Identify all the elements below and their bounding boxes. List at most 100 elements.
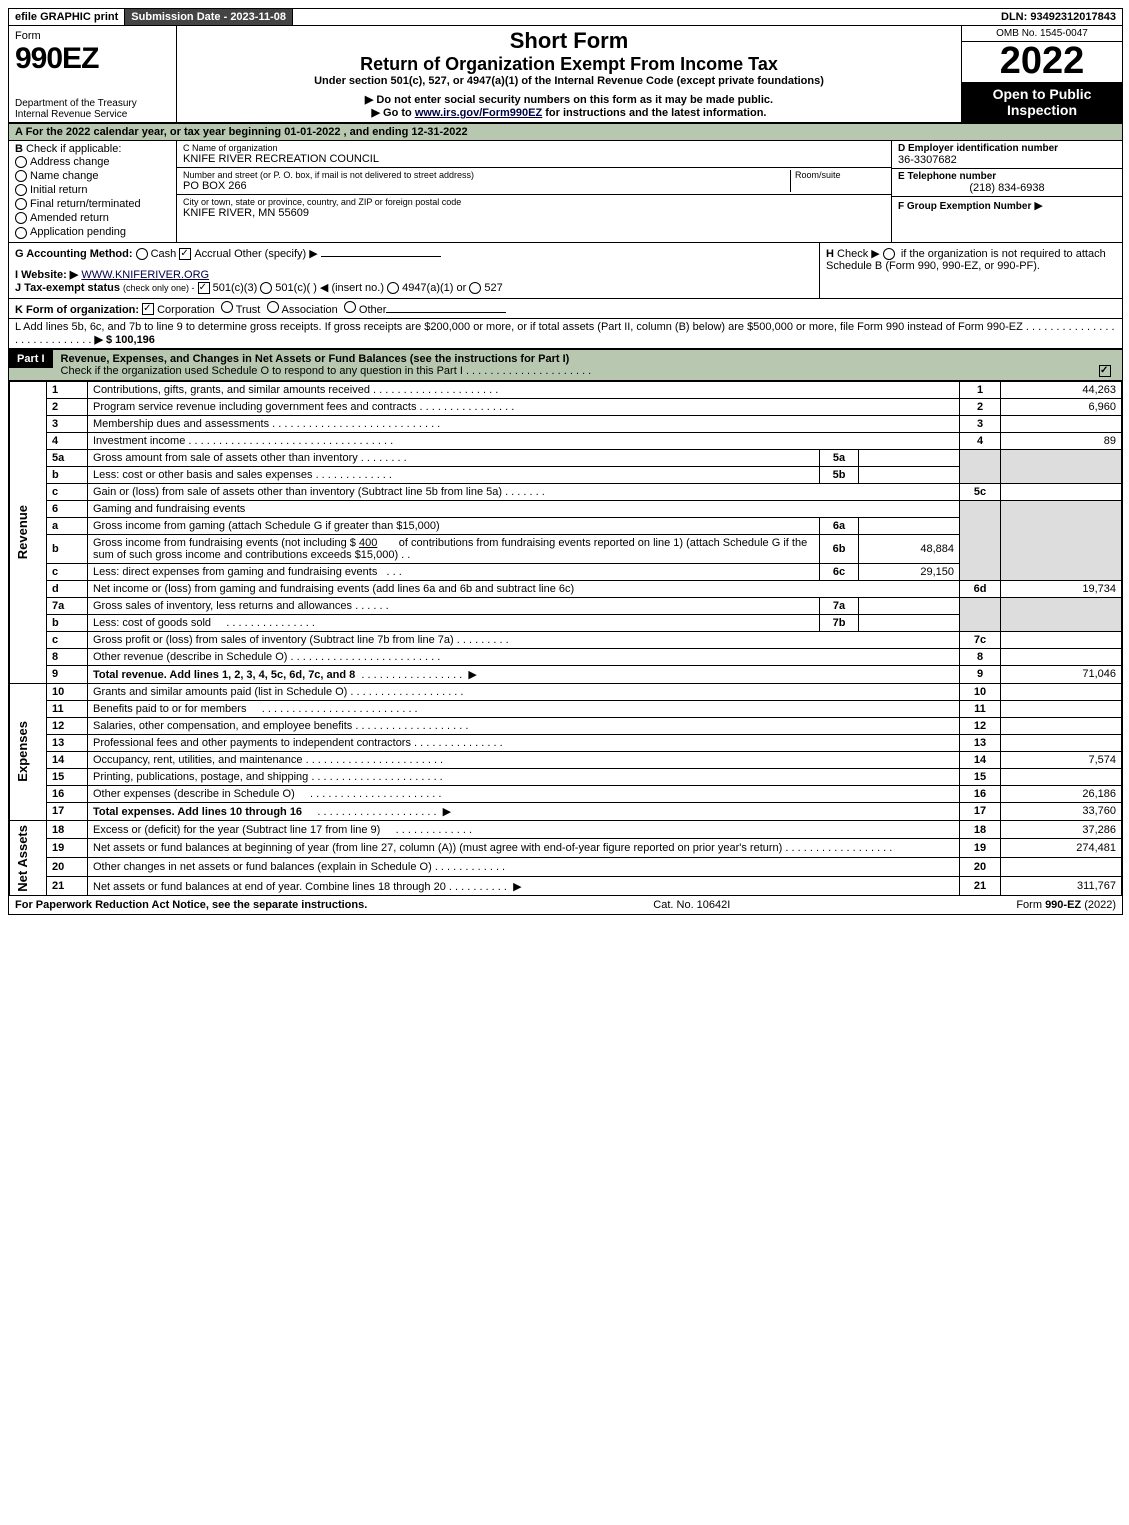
e-phone-label: E Telephone number	[898, 171, 1116, 182]
chk-501c[interactable]	[260, 282, 272, 294]
chk-initial-return[interactable]	[15, 184, 27, 196]
c-name-label: C Name of organization	[183, 143, 885, 153]
chk-address-change[interactable]	[15, 156, 27, 168]
chk-application-pending[interactable]	[15, 227, 27, 239]
c-street-label: Number and street (or P. O. box, if mail…	[183, 170, 790, 180]
chk-association[interactable]	[267, 301, 279, 313]
amt-1: 44,263	[1001, 381, 1122, 398]
ln-6a: a	[47, 517, 88, 534]
section-g: G Accounting Method: Cash Accrual Other …	[15, 247, 813, 260]
form-title-sub: Return of Organization Exempt From Incom…	[185, 54, 953, 75]
miniamt-6a	[859, 517, 960, 534]
top-bar: efile GRAPHIC print Submission Date - 20…	[9, 9, 1122, 26]
box-18: 18	[960, 820, 1001, 839]
desc-17: Total expenses. Add lines 10 through 16	[93, 806, 302, 818]
ln-9: 9	[47, 665, 88, 683]
chk-527[interactable]	[469, 282, 481, 294]
chk-amended-return[interactable]	[15, 212, 27, 224]
amt-15	[1001, 768, 1122, 785]
miniamt-6b: 48,884	[859, 534, 960, 563]
desc-6b-1: Gross income from fundraising events (no…	[93, 537, 356, 549]
opt-accrual: Accrual	[194, 248, 231, 260]
mini-6c: 6c	[820, 563, 859, 580]
ln-7c: c	[47, 631, 88, 648]
amt-2: 6,960	[1001, 398, 1122, 415]
miniamt-6c: 29,150	[859, 563, 960, 580]
c-room-label: Room/suite	[795, 170, 885, 180]
part-i-title-text: Revenue, Expenses, and Changes in Net As…	[61, 353, 570, 365]
opt-cash: Cash	[151, 248, 177, 260]
desc-7b: Less: cost of goods sold	[93, 617, 211, 629]
desc-9: Total revenue. Add lines 1, 2, 3, 4, 5c,…	[93, 669, 355, 681]
ln-11: 11	[47, 700, 88, 717]
ln-6c: c	[47, 563, 88, 580]
box-19: 19	[960, 839, 1001, 858]
box-12: 12	[960, 717, 1001, 734]
amt-6d: 19,734	[1001, 580, 1122, 597]
chk-name-change[interactable]	[15, 170, 27, 182]
submission-date-label: Submission Date - 2023-11-08	[125, 9, 293, 25]
desc-15: Printing, publications, postage, and shi…	[93, 771, 308, 783]
chk-final-return[interactable]	[15, 198, 27, 210]
chk-corporation[interactable]	[142, 303, 154, 315]
expenses-section-label: Expenses	[15, 719, 30, 784]
ln-2: 2	[47, 398, 88, 415]
open-public-inspection: Open to Public Inspection	[962, 82, 1122, 122]
g-other-input[interactable]	[321, 256, 441, 257]
form-number: 990EZ	[15, 42, 170, 76]
amt-18: 37,286	[1001, 820, 1122, 839]
ln-7a: 7a	[47, 597, 88, 614]
desc-11: Benefits paid to or for members	[93, 703, 246, 715]
box-13: 13	[960, 734, 1001, 751]
opt-name-change: Name change	[30, 170, 99, 182]
mini-5b: 5b	[820, 466, 859, 483]
desc-18: Excess or (deficit) for the year (Subtra…	[93, 824, 380, 836]
box-8: 8	[960, 648, 1001, 665]
k-other-input[interactable]	[386, 312, 506, 313]
chk-cash[interactable]	[136, 248, 148, 260]
form-word: Form	[15, 30, 170, 42]
ln-3: 3	[47, 415, 88, 432]
efile-print-label[interactable]: efile GRAPHIC print	[9, 9, 125, 25]
mini-7a: 7a	[820, 597, 859, 614]
opt-other-org: Other	[359, 304, 387, 316]
desc-12: Salaries, other compensation, and employ…	[93, 720, 352, 732]
box-5c: 5c	[960, 483, 1001, 500]
ln-6d: d	[47, 580, 88, 597]
chk-4947[interactable]	[387, 282, 399, 294]
f-group-label: F Group Exemption Number	[898, 201, 1031, 212]
desc-14: Occupancy, rent, utilities, and maintena…	[93, 754, 303, 766]
box-1: 1	[960, 381, 1001, 398]
chk-501c3[interactable]	[198, 282, 210, 294]
chk-other-org[interactable]	[344, 301, 356, 313]
ln-14: 14	[47, 751, 88, 768]
desc-5b: Less: cost or other basis and sales expe…	[93, 469, 313, 481]
opt-501c: 501(c)( )	[275, 282, 317, 294]
chk-accrual[interactable]	[179, 248, 191, 260]
chk-schedule-b-not-required[interactable]	[883, 248, 895, 260]
ssn-note: ▶ Do not enter social security numbers o…	[185, 93, 953, 106]
box-2: 2	[960, 398, 1001, 415]
miniamt-5b	[859, 466, 960, 483]
opt-application-pending: Application pending	[30, 226, 126, 238]
section-b-to-f: B Check if applicable: Address change Na…	[9, 141, 1122, 243]
desc-20: Other changes in net assets or fund bala…	[93, 861, 432, 873]
part-i-check-text: Check if the organization used Schedule …	[61, 365, 463, 377]
org-city: KNIFE RIVER, MN 55609	[183, 207, 885, 219]
part-i-title: Revenue, Expenses, and Changes in Net As…	[53, 350, 1122, 380]
desc-6b-amt: 400	[359, 537, 377, 549]
ln-10: 10	[47, 683, 88, 700]
part-i-table: Revenue 1 Contributions, gifts, grants, …	[9, 381, 1122, 897]
desc-7a: Gross sales of inventory, less returns a…	[93, 600, 352, 612]
website-link[interactable]: WWW.KNIFERIVER.ORG	[81, 269, 209, 281]
chk-trust[interactable]	[221, 301, 233, 313]
ln-17: 17	[47, 802, 88, 820]
desc-1: Contributions, gifts, grants, and simila…	[93, 384, 370, 396]
desc-5a: Gross amount from sale of assets other t…	[93, 452, 358, 464]
part-i-label: Part I	[9, 350, 53, 368]
l-text: L Add lines 5b, 6c, and 7b to line 9 to …	[15, 321, 1023, 333]
chk-schedule-o-part-i[interactable]	[1099, 365, 1111, 377]
irs-link[interactable]: www.irs.gov/Form990EZ	[415, 107, 542, 119]
box-21: 21	[960, 876, 1001, 896]
opt-amended-return: Amended return	[30, 212, 109, 224]
